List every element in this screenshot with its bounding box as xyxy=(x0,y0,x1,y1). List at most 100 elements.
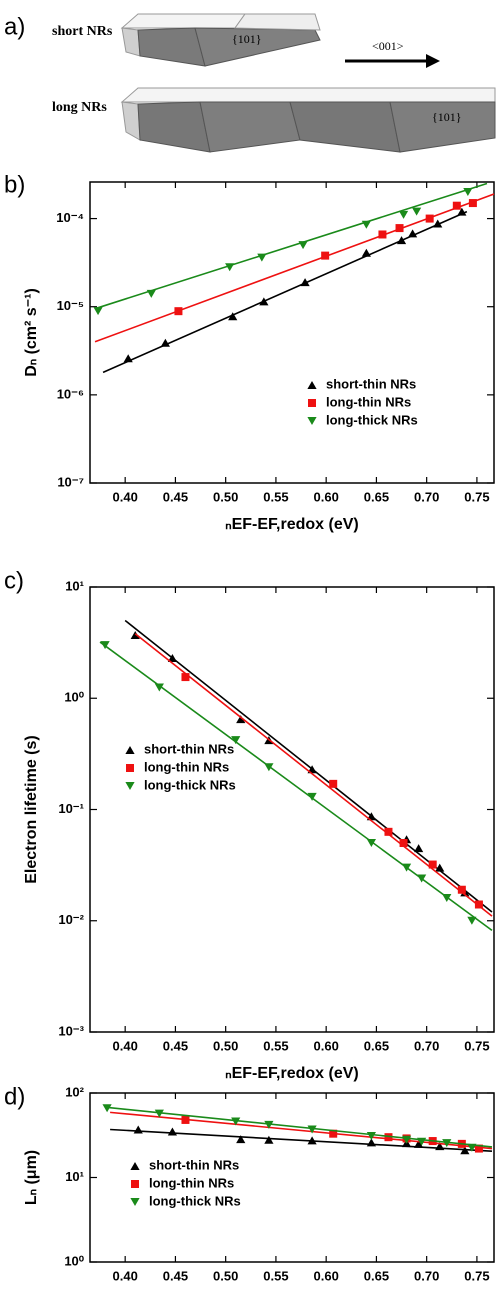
y-axis-title: Electron lifetime (s) xyxy=(23,735,40,883)
data-point xyxy=(468,199,477,208)
data-point xyxy=(154,683,164,692)
y-tick-label: 10⁻² xyxy=(58,912,84,927)
y-tick-label: 10⁻⁴ xyxy=(56,210,84,225)
data-point xyxy=(181,673,190,682)
data-point xyxy=(401,1135,412,1144)
data-point xyxy=(414,1139,424,1148)
data-point xyxy=(384,1133,393,1142)
x-tick-label: 0.70 xyxy=(414,1268,439,1283)
data-point xyxy=(264,763,274,772)
panel-label: d) xyxy=(4,1083,25,1110)
short-label: short NRs xyxy=(52,24,113,39)
nanorod-diagram: a) short NRs {101} <001> long NRs {101} xyxy=(4,13,496,153)
data-point xyxy=(407,229,418,238)
facet-label: {101} xyxy=(232,32,262,46)
y-tick-label: 10⁰ xyxy=(64,690,84,705)
data-point xyxy=(366,838,376,847)
data-point xyxy=(102,1104,112,1113)
legend-marker xyxy=(126,764,134,772)
long-rod xyxy=(120,87,496,153)
data-point xyxy=(174,307,183,316)
data-point xyxy=(225,263,235,272)
data-point xyxy=(146,289,156,298)
x-tick-label: 0.70 xyxy=(414,1038,439,1053)
x-tick-label: 0.55 xyxy=(263,1268,288,1283)
data-point xyxy=(154,1109,164,1118)
data-point xyxy=(435,1142,445,1151)
x-axis-title: ₙEF-EF,redox (eV) xyxy=(225,1065,359,1082)
scatter-chart: d) 0.40 0.45 0.50 0.55 0.60 0.65 0.70 0.75 10⁰ 10¹… xyxy=(4,1083,495,1296)
data-point xyxy=(167,1127,178,1136)
legend-marker xyxy=(307,381,317,389)
data-point xyxy=(401,863,412,872)
long-label: long NRs xyxy=(52,100,107,115)
data-point xyxy=(463,188,473,197)
data-point xyxy=(474,900,483,909)
data-point xyxy=(181,1115,190,1124)
y-tick-label: 10¹ xyxy=(65,1169,84,1184)
legend-marker xyxy=(307,417,317,425)
data-point xyxy=(366,1131,376,1140)
x-tick-label: 0.55 xyxy=(263,489,288,504)
data-point xyxy=(300,278,310,287)
data-point xyxy=(236,1135,246,1144)
fit-line xyxy=(110,1111,493,1150)
plot-frame xyxy=(89,181,495,484)
fit-line xyxy=(134,633,493,917)
data-point xyxy=(307,1136,317,1145)
legend-label: long-thin NRs xyxy=(149,1175,234,1190)
y-tick-label: 10⁰ xyxy=(64,1253,84,1268)
legend-label: short-thin NRs xyxy=(326,376,416,391)
y-tick-label: 10⁻³ xyxy=(58,1023,84,1038)
fit-line xyxy=(94,182,488,310)
data-point xyxy=(417,1137,427,1146)
x-tick-label: 0.65 xyxy=(364,489,389,504)
x-tick-label: 0.40 xyxy=(113,489,138,504)
data-point xyxy=(398,210,409,219)
data-point xyxy=(425,214,434,223)
data-point xyxy=(321,251,330,260)
data-point xyxy=(457,885,466,894)
short-rod xyxy=(120,13,321,67)
data-point xyxy=(329,779,338,788)
data-point xyxy=(123,354,133,363)
data-point xyxy=(433,219,443,228)
data-point xyxy=(435,863,445,872)
data-point xyxy=(100,641,110,650)
data-point xyxy=(378,230,387,239)
data-point xyxy=(93,307,103,316)
x-tick-label: 0.75 xyxy=(464,489,489,504)
y-tick-label: 10⁻¹ xyxy=(58,801,84,816)
y-tick-label: 10² xyxy=(65,1084,84,1099)
legend-label: short-thin NRs xyxy=(144,741,234,756)
x-tick-label: 0.75 xyxy=(464,1268,489,1283)
x-tick-label: 0.60 xyxy=(314,1268,339,1283)
data-point xyxy=(384,827,393,836)
scatter-chart: c) 0.40 0.45 0.50 0.55 0.60 0.65 0.70 0.75 10⁻³ 10… xyxy=(4,567,495,1082)
panel-label: c) xyxy=(4,567,24,594)
y-tick-label: 10⁻⁵ xyxy=(57,298,84,313)
data-point xyxy=(417,874,427,883)
data-point xyxy=(361,220,371,229)
y-axis-title: Lₙ (μm) xyxy=(23,1150,40,1205)
fit-line xyxy=(99,641,493,931)
x-tick-label: 0.50 xyxy=(213,489,238,504)
data-point xyxy=(366,1138,376,1147)
x-tick-label: 0.45 xyxy=(163,489,188,504)
data-point xyxy=(442,1139,452,1148)
data-point xyxy=(236,715,246,724)
fit-line xyxy=(104,1106,493,1148)
direction-label: <001> xyxy=(372,39,404,53)
panel-label: b) xyxy=(4,171,25,198)
x-tick-label: 0.75 xyxy=(464,1038,489,1053)
data-point xyxy=(399,838,408,847)
data-point xyxy=(414,844,424,853)
legend-label: short-thin NRs xyxy=(149,1157,239,1172)
legend-label: long-thick NRs xyxy=(149,1193,241,1208)
data-point xyxy=(130,631,140,640)
data-point xyxy=(329,1129,338,1138)
legend-label: long-thin NRs xyxy=(144,759,229,774)
data-point xyxy=(231,736,241,745)
x-tick-label: 0.60 xyxy=(314,1038,339,1053)
panel-label: a) xyxy=(4,13,25,40)
